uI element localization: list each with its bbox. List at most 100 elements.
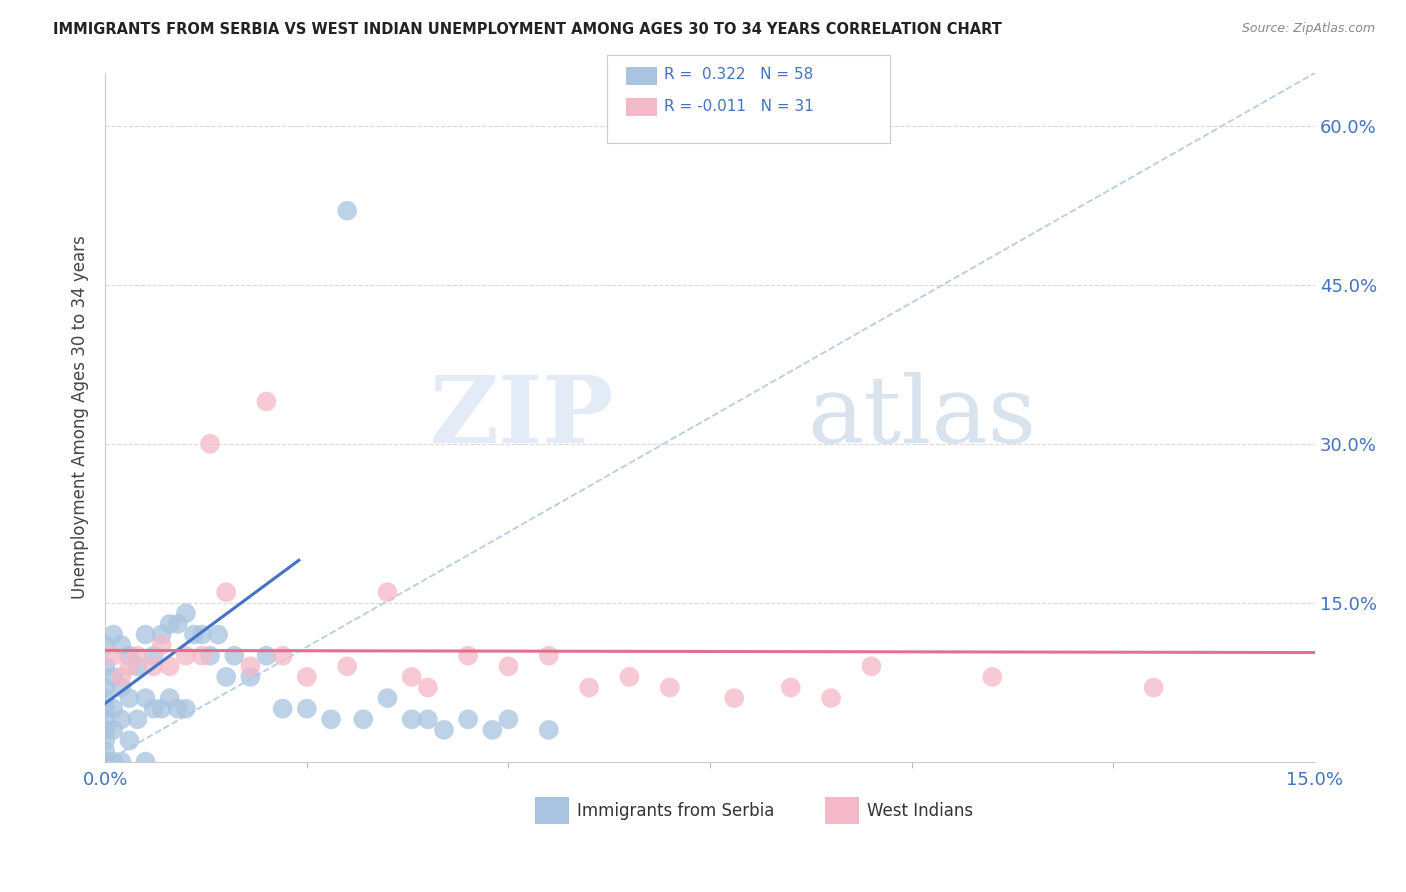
Point — [142, 701, 165, 715]
Point — [336, 203, 359, 218]
Point — [159, 691, 181, 706]
Point — [94, 701, 117, 715]
Point — [537, 648, 560, 663]
Point — [118, 691, 141, 706]
Point — [723, 691, 745, 706]
Point — [295, 701, 318, 715]
Point — [174, 648, 197, 663]
Point — [118, 648, 141, 663]
Point — [135, 691, 157, 706]
Point — [498, 659, 520, 673]
Point — [377, 585, 399, 599]
Point — [94, 691, 117, 706]
Point — [537, 723, 560, 737]
Point — [103, 627, 125, 641]
Point — [198, 437, 221, 451]
Point — [416, 681, 439, 695]
Bar — [825, 797, 859, 823]
Point — [150, 638, 173, 652]
Point — [271, 648, 294, 663]
Point — [401, 712, 423, 726]
Point — [103, 755, 125, 769]
Point — [191, 627, 214, 641]
Text: R =  0.322   N = 58: R = 0.322 N = 58 — [664, 68, 813, 82]
Point — [295, 670, 318, 684]
Point — [103, 648, 125, 663]
Point — [319, 712, 342, 726]
Text: ZIP: ZIP — [429, 372, 613, 462]
Point — [142, 648, 165, 663]
Point — [239, 670, 262, 684]
Point — [110, 638, 132, 652]
Point — [135, 755, 157, 769]
Text: R = -0.011   N = 31: R = -0.011 N = 31 — [664, 99, 814, 113]
Point — [215, 585, 238, 599]
Point — [94, 681, 117, 695]
Text: West Indians: West Indians — [868, 802, 973, 820]
Point — [103, 701, 125, 715]
Point — [498, 712, 520, 726]
Point — [103, 670, 125, 684]
Point — [352, 712, 374, 726]
Point — [578, 681, 600, 695]
Point — [127, 659, 149, 673]
Point — [94, 733, 117, 747]
Point — [118, 733, 141, 747]
Point — [127, 712, 149, 726]
Point — [94, 723, 117, 737]
Point — [336, 659, 359, 673]
Point — [110, 670, 132, 684]
Point — [183, 627, 205, 641]
Point — [271, 701, 294, 715]
Point — [142, 659, 165, 673]
Point — [401, 670, 423, 684]
Point — [619, 670, 641, 684]
Point — [110, 681, 132, 695]
Point — [159, 616, 181, 631]
Point — [239, 659, 262, 673]
Point — [820, 691, 842, 706]
Point — [94, 712, 117, 726]
Point — [174, 701, 197, 715]
Text: Source: ZipAtlas.com: Source: ZipAtlas.com — [1241, 22, 1375, 36]
Point — [118, 659, 141, 673]
Point — [256, 394, 278, 409]
Point — [215, 670, 238, 684]
Point — [159, 659, 181, 673]
Point — [207, 627, 229, 641]
Point — [377, 691, 399, 706]
Point — [127, 648, 149, 663]
Point — [198, 648, 221, 663]
Point — [110, 755, 132, 769]
Point — [224, 648, 246, 663]
Point — [150, 701, 173, 715]
Point — [94, 638, 117, 652]
Point — [457, 648, 479, 663]
Y-axis label: Unemployment Among Ages 30 to 34 years: Unemployment Among Ages 30 to 34 years — [72, 235, 89, 599]
Point — [256, 648, 278, 663]
Point — [135, 627, 157, 641]
Point — [416, 712, 439, 726]
Point — [433, 723, 456, 737]
Point — [191, 648, 214, 663]
Point — [150, 627, 173, 641]
Text: IMMIGRANTS FROM SERBIA VS WEST INDIAN UNEMPLOYMENT AMONG AGES 30 TO 34 YEARS COR: IMMIGRANTS FROM SERBIA VS WEST INDIAN UN… — [53, 22, 1002, 37]
Point — [94, 755, 117, 769]
Text: Immigrants from Serbia: Immigrants from Serbia — [576, 802, 775, 820]
Point — [166, 616, 188, 631]
Point — [166, 701, 188, 715]
Point — [860, 659, 883, 673]
Point — [103, 723, 125, 737]
Text: atlas: atlas — [807, 372, 1036, 462]
Bar — [534, 797, 568, 823]
Point — [981, 670, 1004, 684]
Point — [779, 681, 801, 695]
Point — [658, 681, 681, 695]
Point — [481, 723, 503, 737]
Point — [457, 712, 479, 726]
Point — [94, 659, 117, 673]
Point — [174, 607, 197, 621]
Point — [94, 744, 117, 758]
Point — [110, 712, 132, 726]
Point — [1143, 681, 1166, 695]
